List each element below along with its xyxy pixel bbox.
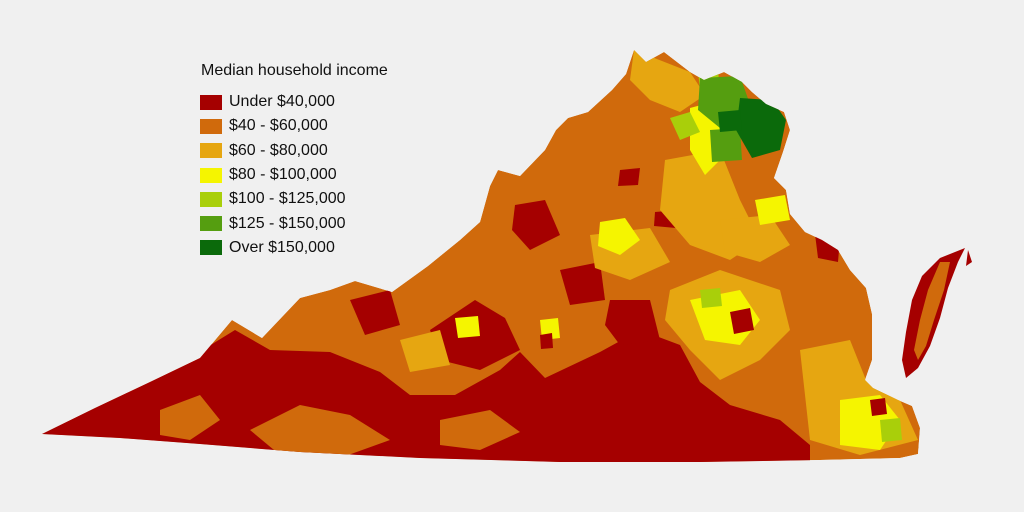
- legend-label: $40 - $60,000: [229, 117, 328, 135]
- legend-item: $100 - $125,000: [200, 187, 388, 211]
- legend-item: $80 - $100,000: [200, 163, 388, 187]
- legend-title: Median household income: [201, 62, 388, 79]
- legend-swatch: [200, 240, 222, 256]
- legend-label: $100 - $125,000: [229, 190, 346, 208]
- legend-item: $125 - $150,000: [200, 211, 388, 235]
- legend-item: $40 - $60,000: [200, 114, 388, 138]
- legend-label: $80 - $100,000: [229, 166, 337, 184]
- legend-item: Over $150,000: [200, 236, 388, 260]
- legend-item: $60 - $80,000: [200, 139, 388, 163]
- legend: Median household income Under $40,000 $4…: [200, 62, 388, 260]
- legend-label: Over $150,000: [229, 238, 335, 256]
- legend-label: $60 - $80,000: [229, 141, 328, 159]
- legend-swatch: [200, 143, 222, 159]
- legend-swatch: [200, 118, 222, 134]
- legend-label: Under $40,000: [229, 93, 335, 111]
- legend-swatch: [200, 216, 222, 232]
- legend-label: $125 - $150,000: [229, 214, 346, 232]
- legend-swatch: [200, 167, 222, 183]
- legend-swatch: [200, 94, 222, 110]
- legend-item: Under $40,000: [200, 90, 388, 114]
- legend-swatch: [200, 191, 222, 207]
